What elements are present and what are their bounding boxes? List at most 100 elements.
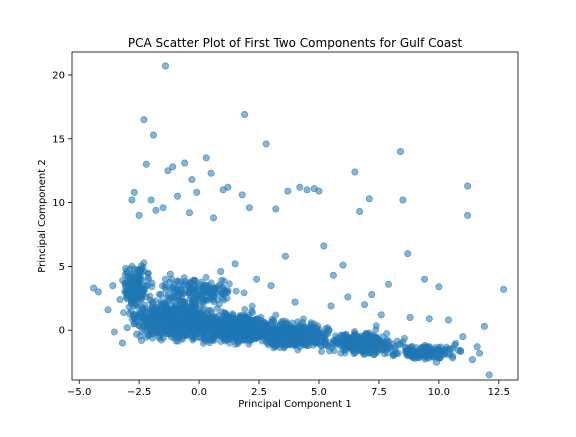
x-tick-label: 10.0 bbox=[428, 387, 450, 398]
data-point bbox=[241, 305, 249, 313]
data-point bbox=[142, 160, 150, 168]
data-point bbox=[253, 275, 261, 283]
data-point bbox=[130, 320, 138, 328]
data-point bbox=[338, 336, 346, 344]
data-point bbox=[300, 315, 307, 323]
data-point bbox=[500, 285, 508, 293]
data-point bbox=[464, 211, 472, 219]
data-point bbox=[166, 278, 174, 286]
data-point bbox=[369, 331, 377, 339]
data-point bbox=[355, 337, 363, 345]
data-point bbox=[244, 333, 252, 341]
data-point bbox=[245, 204, 253, 212]
data-point bbox=[110, 328, 118, 336]
data-point bbox=[213, 304, 221, 312]
data-point bbox=[169, 163, 177, 171]
x-tick-label: −5.0 bbox=[67, 387, 91, 398]
data-point bbox=[332, 340, 340, 348]
data-point bbox=[119, 276, 126, 284]
data-point bbox=[221, 311, 229, 319]
data-point bbox=[220, 277, 228, 285]
data-point bbox=[322, 341, 330, 349]
data-point bbox=[178, 297, 186, 305]
data-point bbox=[267, 326, 275, 334]
data-point bbox=[459, 333, 467, 341]
data-point bbox=[327, 302, 335, 310]
data-point bbox=[248, 302, 256, 310]
data-point bbox=[181, 159, 189, 167]
data-point bbox=[266, 335, 274, 343]
data-point bbox=[279, 317, 287, 325]
data-point bbox=[199, 297, 207, 305]
data-point bbox=[162, 303, 169, 311]
data-point bbox=[315, 326, 323, 334]
x-axis: −5.0 −2.5 0.0 2.5 5.0 7.5 10.0 12.5 bbox=[67, 380, 510, 398]
data-point bbox=[128, 262, 136, 270]
x-tick-label: 0.0 bbox=[191, 387, 207, 398]
data-point bbox=[210, 319, 218, 327]
data-point bbox=[341, 346, 349, 354]
data-point bbox=[424, 350, 432, 358]
data-point bbox=[141, 286, 149, 294]
data-point bbox=[296, 343, 304, 351]
data-point bbox=[144, 274, 152, 281]
data-point bbox=[248, 329, 256, 337]
data-point bbox=[219, 186, 227, 194]
data-point bbox=[360, 301, 368, 309]
data-point bbox=[109, 282, 117, 290]
data-point bbox=[159, 204, 167, 212]
data-point bbox=[240, 289, 248, 297]
data-point bbox=[425, 315, 433, 323]
y-tick-label: 20 bbox=[52, 70, 65, 81]
data-point bbox=[359, 348, 366, 356]
data-point bbox=[374, 335, 382, 343]
data-point bbox=[135, 278, 143, 285]
data-point bbox=[193, 188, 201, 196]
x-tick-label: 5.0 bbox=[311, 387, 327, 398]
data-point bbox=[206, 339, 214, 347]
data-point bbox=[149, 311, 157, 319]
data-point bbox=[231, 260, 239, 268]
data-point bbox=[177, 289, 185, 297]
data-point bbox=[280, 323, 288, 331]
data-point bbox=[166, 270, 174, 278]
data-point bbox=[349, 335, 357, 343]
data-point bbox=[190, 324, 197, 332]
data-point bbox=[133, 330, 141, 338]
data-point bbox=[162, 62, 170, 70]
data-point bbox=[444, 316, 452, 324]
x-tick-label: 2.5 bbox=[251, 387, 267, 398]
data-point bbox=[348, 344, 356, 352]
data-point bbox=[476, 349, 484, 357]
x-tick-label: 7.5 bbox=[371, 387, 387, 398]
data-point bbox=[171, 331, 179, 339]
data-point bbox=[406, 313, 414, 321]
data-point bbox=[147, 196, 155, 204]
data-point bbox=[90, 284, 98, 292]
data-point bbox=[142, 293, 150, 301]
data-point bbox=[272, 205, 280, 213]
data-point bbox=[188, 286, 195, 294]
data-point bbox=[399, 338, 407, 346]
data-point bbox=[207, 169, 215, 177]
data-point bbox=[436, 346, 444, 354]
data-point bbox=[305, 338, 313, 346]
data-point bbox=[312, 339, 320, 347]
data-point bbox=[485, 371, 493, 379]
data-point bbox=[329, 271, 337, 279]
data-point bbox=[214, 331, 222, 339]
data-point bbox=[202, 154, 210, 162]
data-point bbox=[126, 310, 134, 318]
data-point bbox=[320, 242, 328, 250]
data-point bbox=[202, 273, 210, 281]
data-point bbox=[298, 336, 306, 344]
data-point bbox=[284, 187, 292, 195]
data-point bbox=[404, 250, 412, 258]
data-point bbox=[217, 267, 225, 275]
plot-frame bbox=[71, 51, 519, 381]
data-point bbox=[396, 148, 404, 156]
data-point bbox=[152, 206, 160, 214]
